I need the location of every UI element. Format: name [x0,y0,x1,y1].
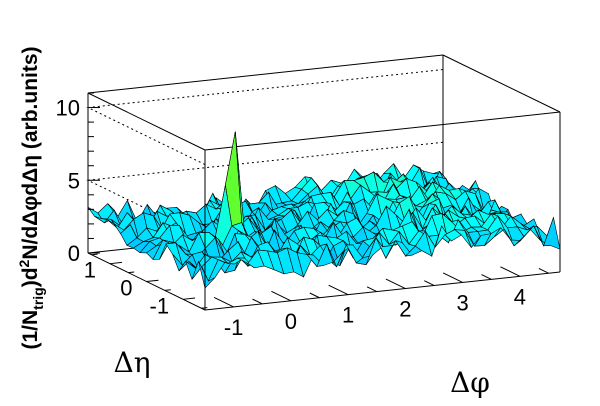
x-tick-label: 3 [457,290,469,315]
x-tick [309,292,320,299]
surface-cell [543,216,561,250]
x-tick [366,286,377,293]
z-axis-label: (1/Ntrig)d2N/dΔφdΔη (arb.units) [16,46,46,349]
x-tick-labels: -1 0 1 2 3 4 [224,284,526,340]
y-tick [201,307,208,309]
x-tick [385,278,406,289]
x-tick [252,298,263,305]
z-tick-label: 10 [56,96,80,121]
x-tick-label: 1 [342,303,354,328]
x-tick-label: 4 [514,284,526,309]
y-tick [183,297,196,300]
y-tick-label: 1 [84,258,96,283]
y-tick [146,279,159,282]
x-tick [213,296,234,308]
x-tick [424,280,435,286]
y-tick-labels: 10 -1 [84,258,169,319]
z-tick-label: 0 [68,241,80,266]
surface-mesh [87,131,561,289]
box-edge [87,92,206,151]
z-label-part-1: (1/N [19,310,42,350]
z-label-sub: trig [30,287,46,310]
x-axis-label: Δφ [450,366,490,399]
y-tick-label: -1 [150,293,170,318]
axis-ticks [88,92,549,309]
x-tick-label: -1 [224,315,244,340]
z-gridline [86,69,444,165]
box-edge [204,111,561,151]
x-tick [328,284,349,296]
y-axis-label: Δη [114,346,151,379]
y-tick [164,289,171,291]
x-tick [481,274,492,280]
x-tick [500,266,521,277]
box-edge [442,54,561,113]
box-edge [87,54,444,94]
y-tick [91,253,98,256]
z-label-part-2: )d [19,267,42,287]
z-tick-label: 5 [68,168,80,193]
y-tick [109,261,122,265]
x-tick-label: 0 [285,309,297,334]
x-tick [442,272,463,283]
box-edge [204,271,561,311]
x-tick [538,268,549,274]
z-tick-labels: 0 5 10 [56,96,80,266]
z-label-sup: 2 [16,259,32,267]
y-tick [128,271,135,274]
y-tick-label: 0 [120,276,132,301]
z-label-part-3: N/dΔφdΔη (arb.units) [19,46,42,259]
x-tick [271,290,292,302]
x-tick-label: 2 [399,297,411,322]
